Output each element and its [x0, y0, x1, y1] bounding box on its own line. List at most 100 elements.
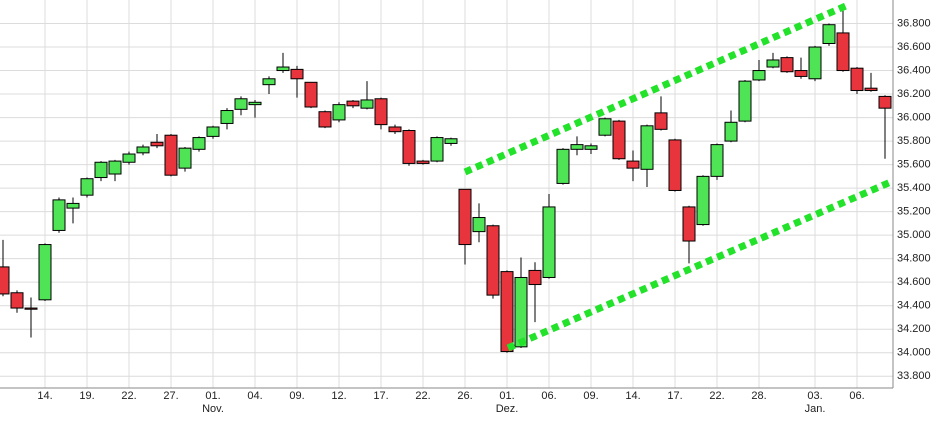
candle-body: [738, 80, 752, 122]
x-tick-label: 17.: [667, 390, 682, 402]
y-tick-label: 35.600: [897, 159, 931, 171]
candle-body: [472, 217, 486, 233]
x-tick-label: 17.: [373, 390, 388, 402]
x-tick-label: 27.: [163, 390, 178, 402]
candle-body: [248, 101, 262, 106]
candle-body: [570, 144, 584, 150]
candle-body: [220, 110, 234, 124]
candle-body: [80, 178, 94, 196]
candle-body: [332, 104, 346, 121]
y-tick-label: 34.200: [897, 323, 931, 335]
candle-body: [682, 206, 696, 242]
candle-body: [766, 59, 780, 68]
candle-body: [108, 160, 122, 175]
x-tick-label: 26.: [457, 390, 472, 402]
candle-body: [122, 153, 136, 163]
x-tick-label: 06.: [849, 390, 864, 402]
x-tick-label: 01.: [499, 390, 514, 402]
candles: [0, 5, 892, 353]
candle-body: [808, 46, 822, 80]
y-tick-label: 34.600: [897, 276, 931, 288]
x-tick-label: 09.: [289, 390, 304, 402]
y-tick-label: 35.000: [897, 229, 931, 241]
candle-body: [696, 175, 710, 226]
labels: 33.800 34.000 34.200 34.400 34.600 34.800 35.0…: [37, 17, 930, 414]
candle-body: [864, 87, 878, 92]
candle-body: [878, 95, 892, 109]
y-tick-label: 34.000: [897, 347, 931, 359]
y-tick-label: 34.400: [897, 300, 931, 312]
y-tick-label: 35.800: [897, 135, 931, 147]
candle-body: [192, 137, 206, 150]
candle-body: [136, 146, 150, 154]
candle-body: [430, 137, 444, 162]
candle-body: [206, 126, 220, 137]
candle-body: [374, 98, 388, 126]
candle-body: [276, 66, 290, 72]
x-tick-label: 22.: [415, 390, 430, 402]
x-tick-label: 22.: [121, 390, 136, 402]
candle-body: [486, 225, 500, 296]
candle-body: [290, 68, 304, 80]
candle-body: [654, 112, 668, 130]
candle-body: [346, 100, 360, 107]
candle-body: [304, 81, 318, 108]
y-tick-label: 36.200: [897, 88, 931, 100]
candle-body: [822, 24, 836, 45]
candle-body: [584, 145, 598, 150]
candle-body: [668, 139, 682, 191]
candle-body: [38, 244, 52, 301]
x-tick-label: 19.: [79, 390, 94, 402]
month-label: Nov.: [202, 403, 224, 415]
candle-body: [528, 269, 542, 286]
candle-body: [780, 57, 794, 73]
x-tick-label: 03.: [807, 390, 822, 402]
candle-body: [388, 126, 402, 133]
candle-body: [178, 147, 192, 169]
candle-body: [724, 121, 738, 142]
candle-body: [10, 292, 24, 309]
y-tick-label: 35.200: [897, 206, 931, 218]
candle-body: [164, 134, 178, 176]
x-tick-label: 22.: [709, 390, 724, 402]
y-tick-label: 36.800: [897, 17, 931, 29]
y-tick-label: 36.600: [897, 41, 931, 53]
month-label: Jan.: [805, 403, 826, 415]
x-tick-label: 14.: [625, 390, 640, 402]
x-tick-label: 09.: [583, 390, 598, 402]
candle-body: [94, 161, 108, 179]
candle-body: [234, 98, 248, 110]
candle-body: [514, 276, 528, 348]
candle-body: [598, 118, 612, 136]
candle-body: [556, 148, 570, 184]
candle-body: [752, 70, 766, 81]
candle-body: [850, 67, 864, 92]
candle-body: [458, 188, 472, 246]
x-tick-label: 01.: [205, 390, 220, 402]
candle-body: [542, 206, 556, 278]
candle-body: [612, 120, 626, 160]
trend-line-upper: [463, 1, 850, 176]
x-tick-label: 04.: [247, 390, 262, 402]
candle-body: [640, 125, 654, 170]
candle-body: [500, 271, 514, 353]
candle-body: [262, 78, 276, 86]
month-label: Dez.: [496, 403, 519, 415]
candle-body: [836, 32, 850, 72]
candle-body: [360, 99, 374, 109]
candle-body: [416, 160, 430, 164]
x-tick-label: 06.: [541, 390, 556, 402]
y-tick-label: 35.400: [897, 182, 931, 194]
candle-body: [626, 160, 640, 169]
candle-body: [52, 199, 66, 231]
candle-body: [402, 130, 416, 164]
candle-body: [318, 111, 332, 128]
x-tick-label: 12.: [331, 390, 346, 402]
y-tick-label: 36.000: [897, 111, 931, 123]
candle-body: [150, 141, 164, 147]
candle-body: [0, 266, 10, 295]
x-tick-label: 14.: [37, 390, 52, 402]
x-tick-label: 28.: [751, 390, 766, 402]
trend-line-lower: [506, 177, 895, 352]
